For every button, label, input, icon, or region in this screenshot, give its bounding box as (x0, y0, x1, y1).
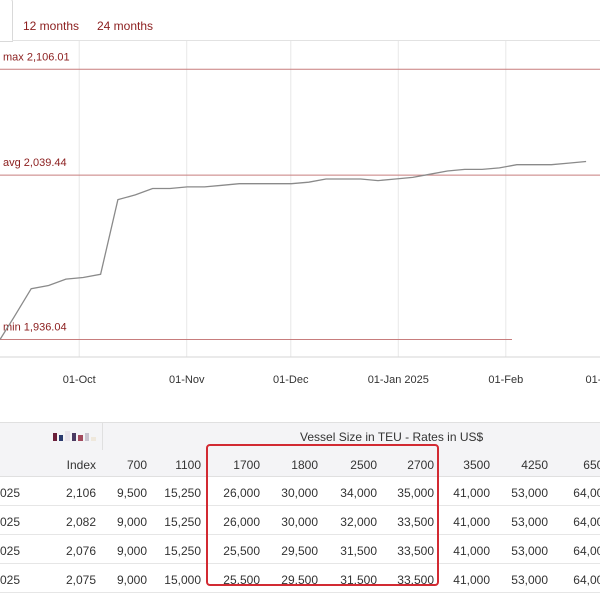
column-header-6: 2700 (407, 458, 434, 472)
column-header-3: 1700 (233, 458, 260, 472)
column-header-0: Index (66, 458, 96, 472)
row-divider (0, 505, 600, 506)
index-line-chart: max 2,106.01 avg 2,039.44 min 1,936.04 01-O… (0, 41, 600, 386)
tab-selected[interactable] (0, 0, 13, 42)
row-divider (0, 592, 600, 593)
row-cell-2: 15,250 (164, 544, 201, 558)
row-cell-1: 9,000 (116, 573, 147, 587)
row-divider (0, 534, 600, 535)
tabs-divider (12, 40, 600, 41)
column-header-2: 1100 (175, 458, 201, 472)
tab-24-months[interactable]: 24 months (97, 19, 154, 33)
reference-label-1: avg 2,039.44 (3, 157, 67, 169)
row-cell-8: 53,000 (511, 515, 548, 529)
row-cell-7: 41,000 (453, 573, 490, 587)
x-tick-label-5: 01-Mar (585, 374, 600, 386)
row-cell-9: 64,000 (573, 486, 600, 500)
row-cell-2: 15,000 (164, 573, 201, 587)
reference-label-2: min 1,936.04 (3, 321, 67, 333)
row-date: 025 (0, 544, 21, 558)
row-cell-4: 29,500 (281, 573, 318, 587)
row-cell-5: 31,500 (340, 573, 377, 587)
row-cell-9: 64,000 (573, 515, 600, 529)
row-cell-7: 41,000 (453, 486, 490, 500)
column-header-8: 4250 (521, 458, 548, 472)
rates-table: Vessel Size in TEU - Rates in US$ Index 7… (0, 422, 600, 600)
row-cell-4: 29,500 (281, 544, 318, 558)
row-date: 025 (0, 515, 21, 529)
period-tabs: 12 months 24 months (0, 0, 600, 42)
row-cell-6: 33,500 (397, 573, 434, 587)
brand-logo-icon (53, 430, 101, 442)
column-header-7: 3500 (463, 458, 490, 472)
row-cell-9: 64,000 (573, 544, 600, 558)
row-cell-3: 25,500 (223, 544, 260, 558)
x-tick-label-4: 01-Feb (488, 374, 523, 386)
column-header-1: 700 (126, 458, 147, 472)
row-cell-0: 2,082 (65, 515, 96, 529)
series-line (0, 160, 587, 340)
row-cell-0: 2,075 (65, 573, 96, 587)
row-cell-0: 2,076 (65, 544, 96, 558)
row-cell-2: 15,250 (164, 515, 201, 529)
row-cell-1: 9,000 (116, 515, 147, 529)
column-header-5: 2500 (350, 458, 377, 472)
header-separator (102, 422, 103, 450)
x-tick-label-0: 01-Oct (63, 374, 96, 386)
row-cell-5: 31,500 (340, 544, 377, 558)
row-cell-4: 30,000 (281, 486, 318, 500)
x-tick-label-2: 01-Dec (273, 374, 309, 386)
x-tick-label-1: 01-Nov (169, 374, 205, 386)
tab-12-months[interactable]: 12 months (23, 19, 80, 33)
row-cell-7: 41,000 (453, 544, 490, 558)
vessel-size-header: Vessel Size in TEU - Rates in US$ (300, 430, 484, 444)
row-cell-3: 25,500 (223, 573, 260, 587)
column-header-4: 1800 (291, 458, 318, 472)
row-cell-8: 53,000 (511, 573, 548, 587)
row-cell-2: 15,250 (164, 486, 201, 500)
row-cell-9: 64,000 (573, 573, 600, 587)
row-cell-6: 33,500 (397, 515, 434, 529)
row-cell-5: 34,000 (340, 486, 377, 500)
row-cell-3: 26,000 (223, 486, 260, 500)
row-cell-3: 26,000 (223, 515, 260, 529)
row-date: 025 (0, 573, 21, 587)
x-tick-label-3: 01-Jan 2025 (368, 374, 429, 386)
table-column-header-row (0, 450, 600, 477)
row-cell-8: 53,000 (511, 544, 548, 558)
row-cell-1: 9,500 (116, 486, 147, 500)
row-cell-0: 2,106 (65, 486, 96, 500)
row-cell-6: 35,000 (397, 486, 434, 500)
row-date: 025 (0, 486, 21, 500)
row-divider (0, 563, 600, 564)
row-cell-1: 9,000 (116, 544, 147, 558)
row-cell-7: 41,000 (453, 515, 490, 529)
row-cell-4: 30,000 (281, 515, 318, 529)
row-cell-6: 33,500 (397, 544, 434, 558)
reference-label-0: max 2,106.01 (3, 51, 70, 63)
row-cell-5: 32,000 (340, 515, 377, 529)
row-cell-8: 53,000 (511, 486, 548, 500)
